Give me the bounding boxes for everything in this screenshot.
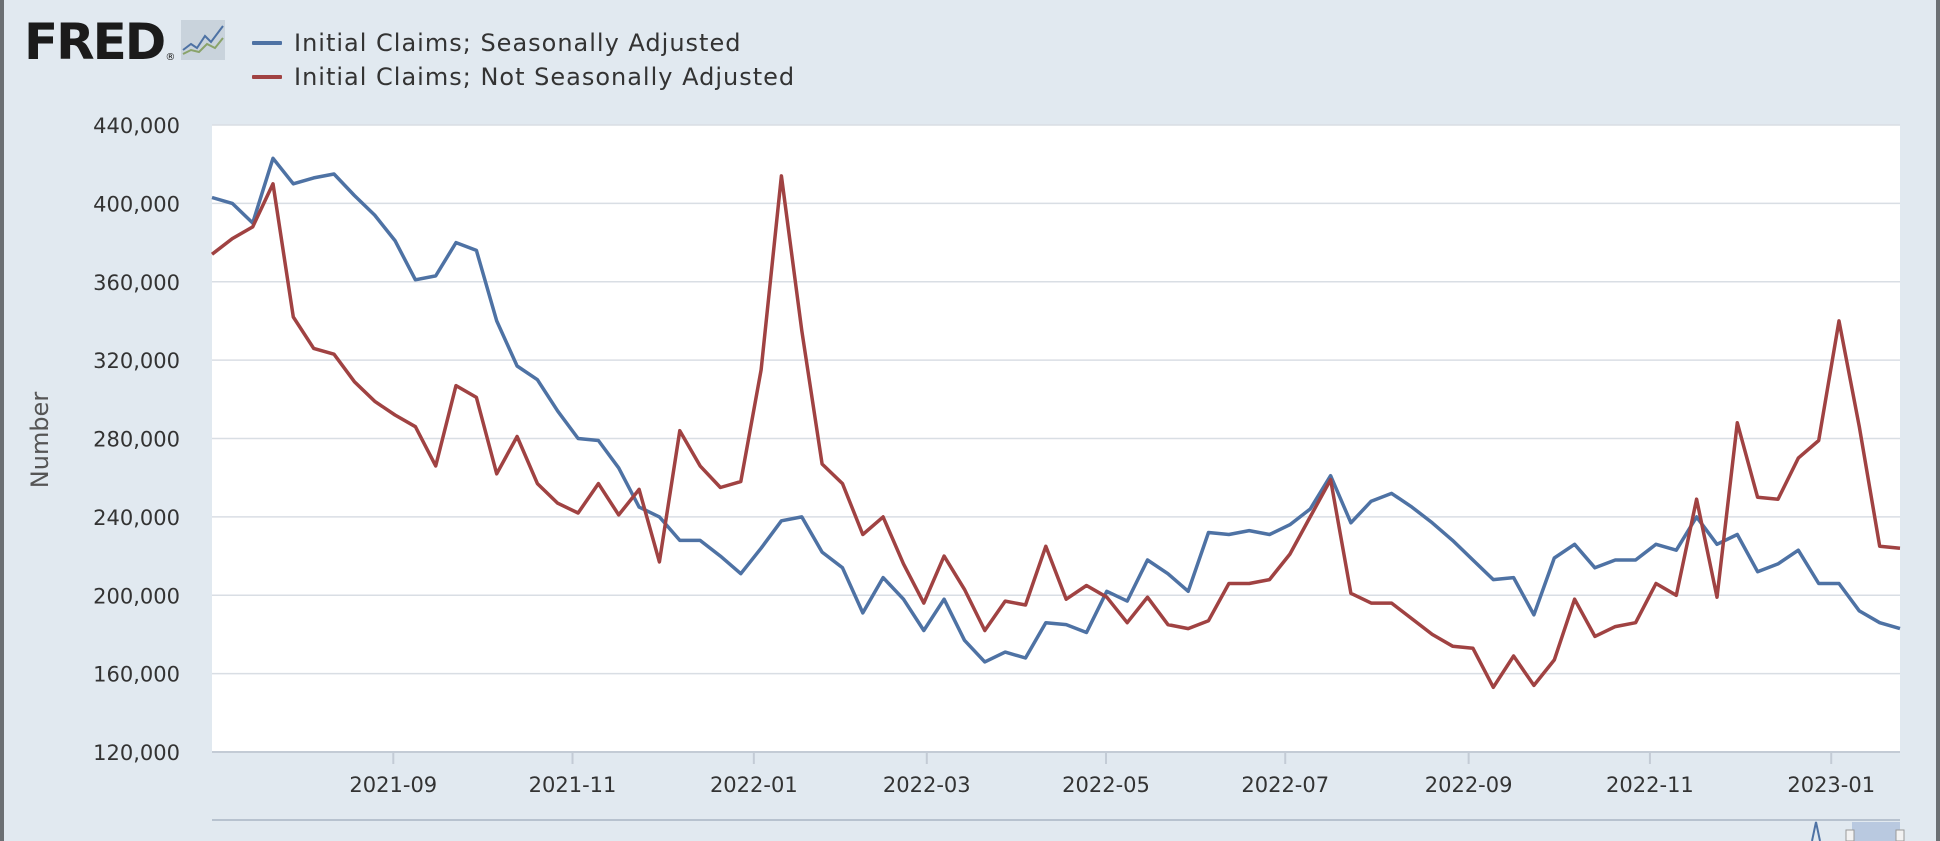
y-tick-label: 200,000 bbox=[93, 584, 180, 608]
y-tick-label: 240,000 bbox=[93, 506, 180, 530]
x-tick-label: 2023-01 bbox=[1787, 773, 1875, 797]
legend-item-sa[interactable]: Initial Claims; Seasonally Adjusted bbox=[252, 26, 795, 60]
x-tick-label: 2022-05 bbox=[1062, 773, 1150, 797]
legend-swatch-sa bbox=[252, 41, 282, 45]
legend-swatch-nsa bbox=[252, 75, 282, 79]
fred-graph-icon bbox=[181, 20, 226, 60]
legend-label-sa: Initial Claims; Seasonally Adjusted bbox=[294, 29, 742, 57]
registered-mark: ® bbox=[165, 52, 176, 63]
series-line-sa bbox=[211, 156, 1901, 664]
x-tick-label: 2022-03 bbox=[883, 773, 971, 797]
y-tick-label: 400,000 bbox=[93, 192, 180, 216]
y-tick-label: 440,000 bbox=[93, 114, 180, 138]
window-right-border bbox=[1936, 0, 1940, 841]
y-tick-label: 360,000 bbox=[93, 271, 180, 295]
navigator-handle-left bbox=[1845, 829, 1855, 841]
x-tick-label: 2022-07 bbox=[1241, 773, 1329, 797]
navigator-handle-right bbox=[1895, 829, 1905, 841]
fred-logo[interactable]: FRED ® bbox=[24, 13, 226, 71]
window-left-border bbox=[0, 0, 4, 841]
x-tick-label: 2022-11 bbox=[1606, 773, 1694, 797]
legend-item-nsa[interactable]: Initial Claims; Not Seasonally Adjusted bbox=[252, 60, 795, 94]
navigator-selection bbox=[1852, 822, 1900, 841]
navigator-mini-series bbox=[1811, 821, 1821, 841]
series-line-nsa bbox=[210, 174, 1901, 690]
x-tick-label: 2022-01 bbox=[710, 773, 798, 797]
x-tick-label: 2022-09 bbox=[1425, 773, 1513, 797]
x-tick-label: 2021-09 bbox=[349, 773, 437, 797]
fred-logo-text: FRED bbox=[24, 13, 166, 71]
y-tick-label: 320,000 bbox=[93, 349, 180, 373]
y-tick-label: 160,000 bbox=[93, 663, 180, 687]
legend: Initial Claims; Seasonally Adjusted Init… bbox=[252, 26, 795, 94]
y-tick-label: 280,000 bbox=[93, 428, 180, 452]
legend-label-nsa: Initial Claims; Not Seasonally Adjusted bbox=[294, 63, 796, 91]
y-tick-label: 120,000 bbox=[93, 741, 180, 765]
x-tick-label: 2021-11 bbox=[529, 773, 617, 797]
